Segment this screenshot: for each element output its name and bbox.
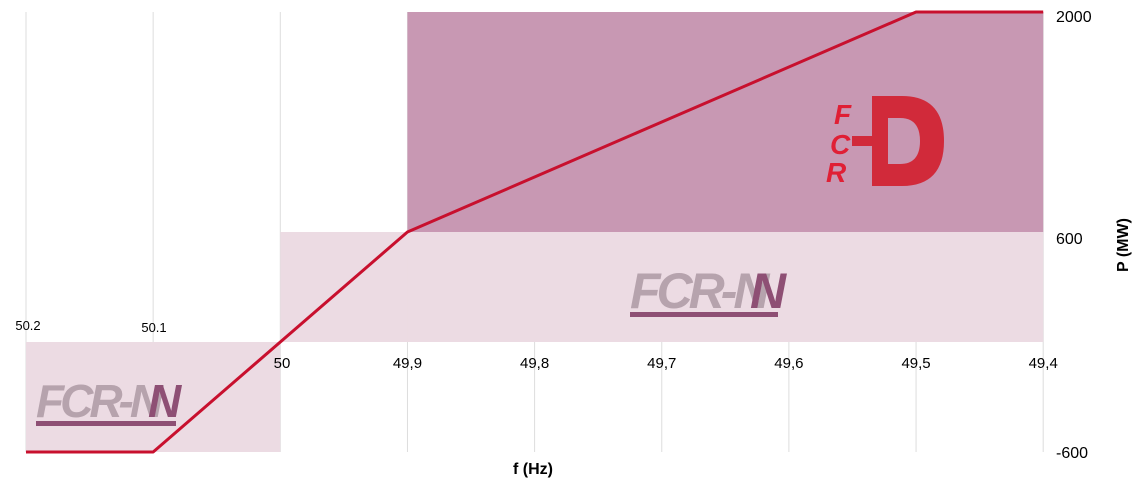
tick-layer: 50.2 50.1 50 49,9 49,8 49,7 49,6 49,5 49,4 2000 60… (15, 9, 1091, 462)
fcr-d-letter-c: C (830, 129, 851, 160)
fcr-n-left-accent: N (36, 375, 182, 427)
fcr-d-letter-f: F (834, 99, 852, 130)
line-layer (25, 10, 1044, 454)
fcr-n-center-accent: N (630, 263, 787, 319)
y-tick-label-0: 2000 (1056, 9, 1092, 26)
y-tick-label-1: 600 (1056, 231, 1083, 248)
region-0 (26, 342, 281, 452)
x-tick-label-7: 49,5 (901, 355, 930, 372)
x-tick-label-6: 49,6 (774, 355, 803, 372)
fcr-n-center-accent-underline (630, 312, 778, 317)
fcr-n-logo-center-prefix: FCR-N (630, 263, 770, 319)
fcr-d-letter-r: R (826, 157, 847, 188)
fcr-n-left-accent-underline (36, 421, 176, 426)
x-tick-label-0: 50.2 (15, 318, 40, 333)
fcr-n-logo-center: FCR-N (630, 263, 774, 319)
fcr-d-logo: F C R (826, 96, 944, 188)
x-tick-label-5: 49,7 (647, 355, 676, 372)
fcr-n-left-accent-n: N (148, 375, 182, 427)
y-axis-label: P (MW) (1115, 218, 1132, 272)
fcr-d-big-d (872, 96, 944, 186)
x-tick-label-2: 50 (274, 355, 291, 372)
fcr-n-logo-left-prefix: FCR-N (36, 375, 164, 427)
x-tick-label-8: 49,4 (1029, 355, 1058, 372)
fcr-d-bar (852, 136, 888, 146)
x-axis-label: f (Hz) (513, 461, 553, 478)
x-tick-label-1: 50.1 (141, 320, 166, 335)
x-tick-label-3: 49,9 (393, 355, 422, 372)
x-tick-label-4: 49,8 (520, 355, 549, 372)
fcr-n-center-accent-n: N (750, 263, 787, 319)
fcr-n-logo-left: FCR-N (36, 375, 168, 427)
y-tick-label-2: -600 (1056, 445, 1088, 462)
